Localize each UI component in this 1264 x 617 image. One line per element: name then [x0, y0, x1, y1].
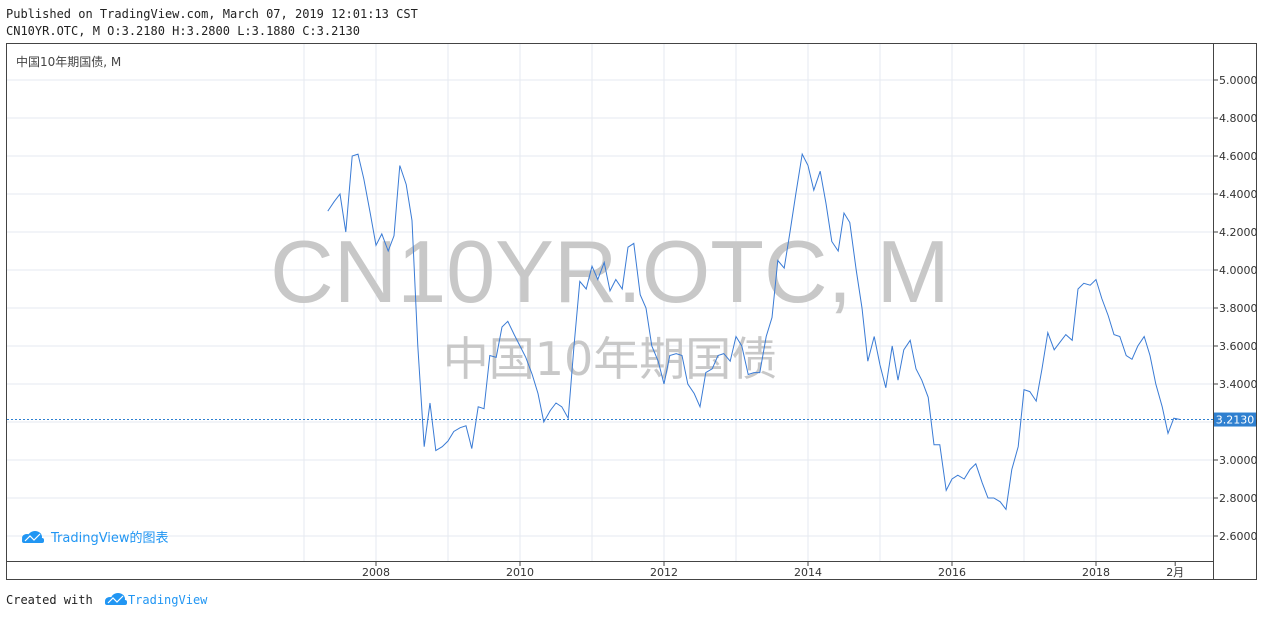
- watermark-symbol: CN10YR.OTC, M: [270, 222, 950, 321]
- y-tick-label: 2.8000: [1219, 492, 1258, 505]
- price-axis: 5.0000 4.8000 4.6000 4.4000 4.2000 4.0000 3.80…: [1213, 74, 1258, 543]
- symbol-label: 中国10年期国债, M: [16, 54, 121, 69]
- published-info: Published on TradingView.com, March 07, …: [6, 7, 418, 21]
- created-with-label: Created with: [6, 593, 93, 607]
- chart-grid: [7, 44, 1213, 561]
- cloud-icon: [22, 531, 44, 543]
- y-tick-label: 4.2000: [1219, 226, 1258, 239]
- series-line: [327, 152, 1181, 511]
- footer-brand-link[interactable]: TradingView: [127, 593, 208, 607]
- y-tick-label: 4.0000: [1219, 264, 1258, 277]
- y-tick-label: 4.6000: [1219, 150, 1258, 163]
- logo-text: TradingView的图表: [50, 530, 169, 546]
- last-price-text: 3.2130: [1216, 414, 1255, 427]
- y-tick-label: 3.0000: [1219, 454, 1258, 467]
- x-tick-label: 2012: [650, 566, 678, 579]
- time-axis: 2008 2010 2012 2014 2016 2018 2月: [362, 561, 1184, 579]
- chart-frame: [6, 43, 1257, 580]
- x-tick-label: 2018: [1082, 566, 1110, 579]
- watermark-name: 中国10年期国债: [443, 332, 778, 386]
- y-tick-label: 3.8000: [1219, 302, 1258, 315]
- y-tick-label: 2.6000: [1219, 530, 1258, 543]
- tradingview-logo[interactable]: TradingView的图表: [22, 530, 169, 546]
- cloud-icon: [104, 593, 127, 605]
- x-tick-label: 2月: [1166, 566, 1184, 579]
- footer-credit: Created with TradingView: [6, 592, 207, 607]
- x-tick-label: 2010: [506, 566, 534, 579]
- chart-watermark: CN10YR.OTC, M 中国10年期国债: [270, 222, 950, 386]
- x-tick-label: 2016: [938, 566, 966, 579]
- x-tick-label: 2008: [362, 566, 390, 579]
- x-tick-label: 2014: [794, 566, 822, 579]
- y-tick-label: 4.4000: [1219, 188, 1258, 201]
- last-price-label: 3.2130: [1214, 412, 1256, 427]
- y-tick-label: 3.4000: [1219, 378, 1258, 391]
- y-tick-label: 5.0000: [1219, 74, 1258, 87]
- ohlc-readout: CN10YR.OTC, M O:3.2180 H:3.2800 L:3.1880…: [6, 24, 361, 38]
- y-tick-label: 4.8000: [1219, 112, 1258, 125]
- y-tick-label: 3.6000: [1219, 340, 1258, 353]
